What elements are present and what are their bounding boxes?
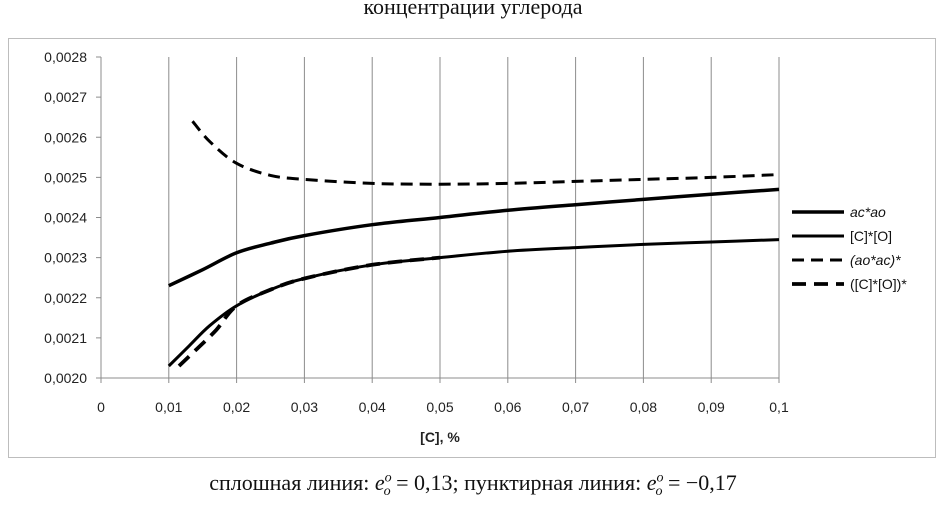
y-tick-label: 0,0027 <box>44 89 87 105</box>
legend-label-1: ac*ao <box>850 204 886 220</box>
x-tick-label: 0,1 <box>769 399 789 415</box>
x-tick-label: 0,02 <box>223 399 250 415</box>
legend-label-4: ([C]*[O])* <box>850 276 907 292</box>
x-tick-label: 0,05 <box>426 399 453 415</box>
x-tick-label: 0,07 <box>562 399 589 415</box>
caption-dashed-value: = −0,17 <box>667 470 737 495</box>
y-tick-label: 0,0020 <box>44 370 87 386</box>
y-tick-label: 0,0024 <box>44 210 87 226</box>
caption-symbol-dashed: eoo <box>646 470 664 500</box>
y-tick-labels: 0,0020 0,0021 0,0022 0,0023 0,0024 0,0025 0,00… <box>44 49 87 386</box>
y-tick-label: 0,0025 <box>44 169 87 185</box>
y-tick-label: 0,0026 <box>44 129 87 145</box>
series-line-3 <box>191 120 780 186</box>
y-tick-label: 0,0023 <box>44 250 87 266</box>
gridlines <box>168 57 780 378</box>
x-tick-label: 0,01 <box>155 399 182 415</box>
caption-dashed-label: пунктирная линия: <box>464 470 647 495</box>
series-line-1 <box>168 187 780 288</box>
axes <box>96 56 780 383</box>
y-tick-label: 0,0028 <box>44 49 87 65</box>
x-tick-label: 0 <box>97 399 105 415</box>
x-tick-label: 0,04 <box>359 399 386 415</box>
x-tick-label: 0,03 <box>291 399 318 415</box>
x-tick-label: 0,08 <box>630 399 657 415</box>
x-tick-label: 0,06 <box>494 399 521 415</box>
legend: ac*ao [C]*[O] (ao*ac)* ([C]*[O])* <box>792 204 907 292</box>
caption-solid-value: = 0,13; <box>396 470 465 495</box>
series-line-2 <box>167 238 780 368</box>
x-tick-labels: 0 0,01 0,02 0,03 0,04 0,05 0,06 0,07 0,08 0,09 0,1 <box>97 399 789 415</box>
caption-symbol-solid: eoo <box>374 470 392 500</box>
caption: сплошная линия: eoo = 0,13; пунктирная л… <box>0 470 946 500</box>
y-tick-label: 0,0021 <box>44 330 87 346</box>
x-tick-label: 0,09 <box>698 399 725 415</box>
caption-solid-label: сплошная линия: <box>209 470 375 495</box>
chart-title: концентрации углерода <box>363 0 583 19</box>
series-lines <box>167 120 780 368</box>
legend-label-2: [C]*[O] <box>850 228 892 244</box>
series-line-4 <box>177 255 441 368</box>
x-axis-label: [C], % <box>420 429 460 445</box>
chart-frame <box>8 38 936 458</box>
legend-label-3: (ao*ac)* <box>850 252 901 268</box>
y-tick-label: 0,0022 <box>44 290 87 306</box>
